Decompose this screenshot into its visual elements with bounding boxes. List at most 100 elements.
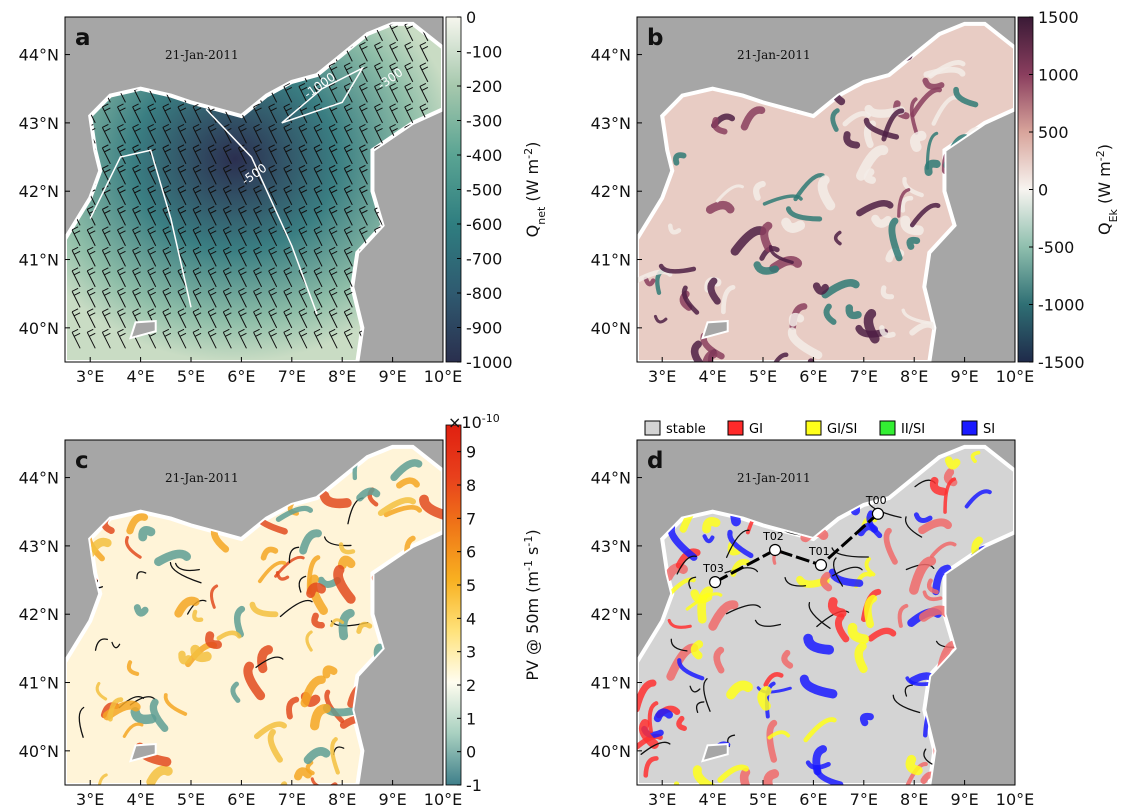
texture — [383, 504, 423, 518]
texture — [909, 321, 938, 336]
x-tick-label: 4°E — [698, 790, 726, 808]
wind-barb — [101, 267, 111, 288]
texture — [785, 206, 823, 222]
wind-barb — [207, 246, 217, 267]
wind-barb — [253, 103, 263, 124]
y-tick-label: 40°N — [591, 742, 631, 761]
wind-barb — [358, 82, 368, 103]
x-tick-label: 6°E — [799, 790, 827, 808]
texture — [677, 658, 705, 681]
texture — [330, 737, 340, 775]
texture — [78, 706, 85, 738]
wind-barb — [404, 41, 414, 62]
wind-barb — [117, 287, 126, 308]
wind-barb — [132, 185, 142, 206]
texture — [781, 649, 794, 669]
texture — [763, 769, 780, 785]
y-tick-label: 40°N — [591, 319, 631, 338]
texture — [799, 674, 838, 699]
wind-barb — [101, 103, 111, 124]
wind-barb — [86, 328, 96, 349]
texture — [847, 622, 870, 644]
wind-barb — [283, 267, 293, 288]
wind-barb — [343, 328, 353, 349]
wind-barb — [358, 205, 368, 226]
texture — [892, 694, 921, 714]
texture — [337, 555, 356, 570]
wind-barb — [71, 226, 81, 247]
texture — [267, 728, 283, 763]
x-tick-label: 10°E — [424, 367, 462, 386]
station-label: T02 — [762, 530, 784, 543]
texture — [274, 555, 305, 578]
wind-barb — [419, 41, 429, 62]
texture — [700, 349, 718, 362]
texture — [647, 701, 659, 734]
wind-barb — [177, 308, 187, 329]
frame — [64, 439, 444, 786]
station-label: T01 — [808, 545, 830, 558]
wind-barb — [358, 226, 368, 247]
y-tick-label: 41°N — [591, 674, 631, 693]
texture — [174, 562, 200, 572]
wind-barb — [313, 205, 323, 226]
wind-barb — [237, 185, 247, 206]
texture — [708, 600, 739, 631]
panel-label: a — [75, 25, 91, 51]
wind-barb — [162, 267, 172, 288]
y-tick-label: 44°N — [591, 469, 631, 488]
wind-barb — [358, 103, 368, 124]
colorbar-tick-label: -900 — [466, 319, 502, 338]
wind-barb — [389, 82, 399, 103]
colorbar-tick-label: -1 — [466, 776, 482, 795]
texture — [122, 722, 144, 738]
y-tick-label: 40°N — [19, 742, 59, 761]
texture — [739, 767, 760, 785]
wind-barb — [162, 144, 172, 165]
wind-barb — [222, 144, 232, 165]
texture — [702, 517, 721, 534]
texture — [703, 678, 711, 712]
texture — [944, 456, 961, 470]
wind-barb — [192, 185, 202, 206]
texture — [730, 226, 767, 256]
title-part: Ek — [1107, 208, 1120, 222]
wind-barb — [101, 246, 111, 267]
texture — [260, 546, 279, 561]
wind-barb — [313, 185, 323, 206]
texture — [670, 638, 688, 652]
texture — [820, 571, 833, 592]
texture — [923, 66, 966, 78]
texture — [909, 97, 919, 135]
wind-barb — [374, 82, 383, 103]
texture — [943, 477, 957, 514]
y-tick-label: 42°N — [19, 182, 59, 201]
texture — [300, 675, 326, 708]
x-tick-label: 8°E — [328, 367, 356, 386]
station-label: T03 — [702, 562, 724, 575]
wind-barb — [313, 328, 323, 349]
texture — [787, 327, 823, 360]
texture — [906, 236, 921, 250]
texture — [653, 314, 668, 324]
x-tick-label: 4°E — [126, 367, 154, 386]
wind-barb — [222, 287, 232, 308]
wind-barb — [147, 164, 157, 185]
texture — [725, 529, 750, 558]
wind-barb — [237, 226, 247, 247]
wind-barb — [298, 226, 308, 247]
texture — [721, 284, 736, 315]
texture — [324, 689, 345, 724]
wind-barb — [162, 123, 172, 144]
x-tick-label: 8°E — [328, 790, 356, 808]
panel-label: d — [647, 448, 663, 474]
x-tick-label: 7°E — [278, 790, 306, 808]
colorbar-tick-label: -400 — [466, 146, 502, 165]
colorbar-tick-label: 0 — [1038, 181, 1048, 200]
wind-barb — [86, 246, 96, 267]
island — [129, 319, 157, 340]
colorbar-tick-label: 1 — [466, 709, 476, 728]
texture — [922, 77, 945, 90]
contour — [281, 66, 365, 124]
date-label: 21-Jan-2011 — [165, 48, 239, 62]
